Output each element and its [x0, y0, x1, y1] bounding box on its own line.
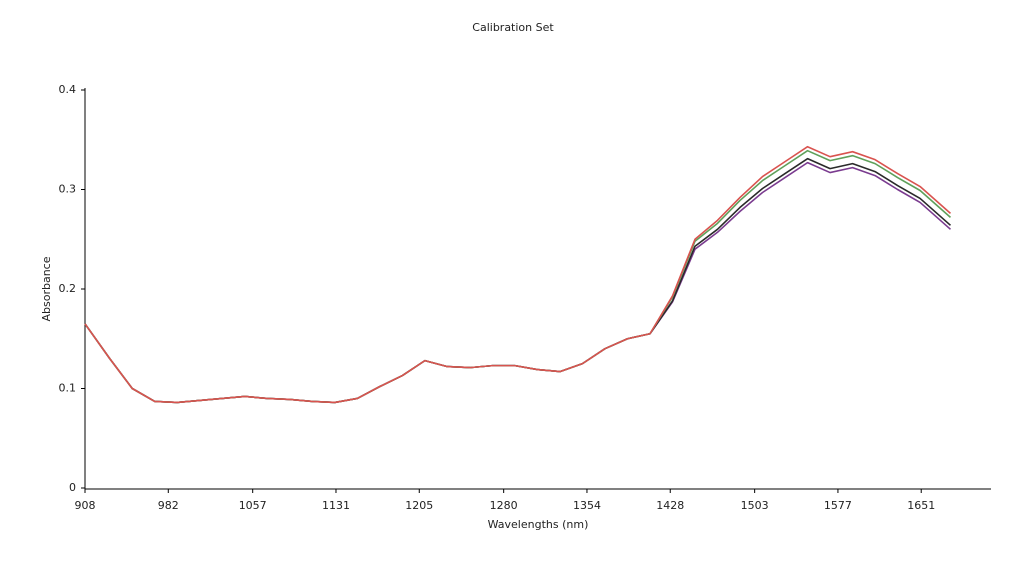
- x-tick-label: 1651: [907, 499, 935, 512]
- x-tick-label: 1131: [322, 499, 350, 512]
- y-axis-label: Absorbance: [40, 256, 53, 321]
- x-tick-label: 1503: [741, 499, 769, 512]
- x-tick-label: 1428: [656, 499, 684, 512]
- x-tick-label: 1057: [239, 499, 267, 512]
- x-tick-label: 1354: [573, 499, 601, 512]
- spectrum-line: [84, 145, 952, 404]
- x-tick-label: 1280: [490, 499, 518, 512]
- x-tick-label: 908: [75, 499, 96, 512]
- chart-title: Calibration Set: [472, 21, 554, 34]
- y-tick-label: 0: [69, 481, 76, 494]
- spectrum-line: [84, 149, 952, 404]
- y-tick-label: 0.4: [59, 83, 77, 96]
- x-tick-label: 1205: [405, 499, 433, 512]
- y-tick-label: 0.3: [59, 183, 77, 196]
- x-tick-label: 1577: [824, 499, 852, 512]
- y-tick-label: 0.2: [59, 282, 77, 295]
- x-axis-label: Wavelengths (nm): [488, 518, 589, 531]
- y-tick-label: 0.1: [59, 382, 77, 395]
- x-tick-label: 982: [158, 499, 179, 512]
